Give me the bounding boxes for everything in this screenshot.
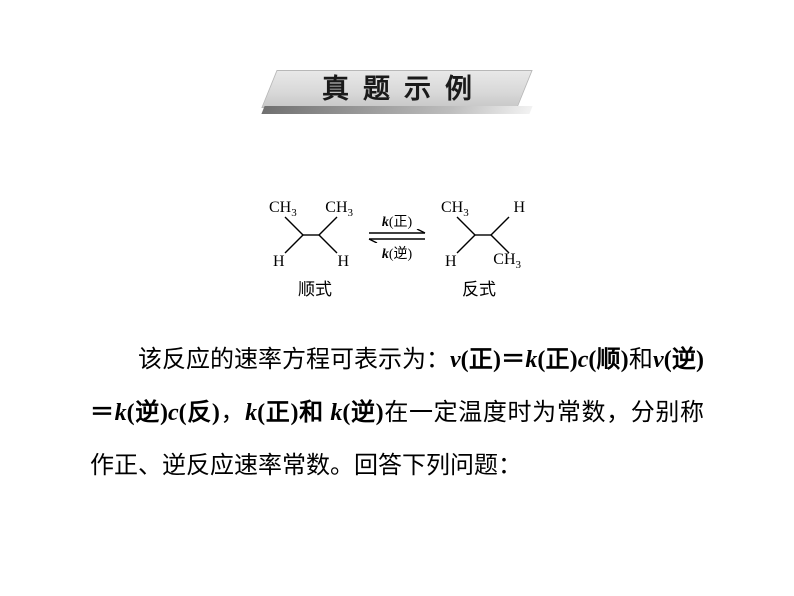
substituent: H xyxy=(445,253,457,271)
text: (顺) xyxy=(588,347,628,373)
var-k: k xyxy=(115,400,127,426)
bond-lines xyxy=(439,215,527,255)
banner-title: 真题示例 xyxy=(269,70,525,108)
label-trans: 反式 xyxy=(462,275,496,300)
text: (逆) xyxy=(342,400,383,426)
molecule-labels: 顺式 反式 xyxy=(232,271,562,300)
var-c: c xyxy=(168,400,179,426)
substituent: H xyxy=(273,253,285,271)
reaction-row: CH3 CH3 H H k(正) xyxy=(232,199,562,271)
text: 和 xyxy=(629,347,653,373)
text: (正) xyxy=(537,347,577,373)
var-k: k xyxy=(330,400,342,426)
molecule-cis: CH3 CH3 H H xyxy=(267,199,355,271)
rate-constant-forward: k(正) xyxy=(365,211,429,231)
section-banner: 真题示例 xyxy=(269,70,525,114)
var-v: v xyxy=(653,347,664,373)
equilibrium-arrows: k(正) k(逆) xyxy=(365,209,429,261)
text: ， xyxy=(220,400,245,426)
var-k: k xyxy=(525,347,537,373)
arrows-icon xyxy=(365,229,429,243)
rate-constant-reverse: k(逆) xyxy=(365,243,429,263)
var-v: v xyxy=(450,347,461,373)
substituent: H xyxy=(337,253,349,271)
text: (正)和 xyxy=(257,400,330,426)
text: (逆) xyxy=(127,400,168,426)
page: 真题示例 CH3 CH3 H H k(正) xyxy=(0,0,794,596)
text: 该反应的速率方程可表示为： xyxy=(90,334,450,387)
var-k: k xyxy=(245,400,257,426)
text: (反) xyxy=(179,400,220,426)
molecule-trans: CH3 H H CH3 xyxy=(439,199,527,271)
bond-lines xyxy=(267,215,355,255)
label-cis: 顺式 xyxy=(298,275,332,300)
text: (正)＝ xyxy=(461,347,526,373)
paragraph: 该反应的速率方程可表示为：v(正)＝k(正)c(顺)和v(逆)＝k(逆)c(反)… xyxy=(90,334,704,492)
var-c: c xyxy=(578,347,589,373)
reaction-diagram: CH3 CH3 H H k(正) xyxy=(232,199,562,300)
